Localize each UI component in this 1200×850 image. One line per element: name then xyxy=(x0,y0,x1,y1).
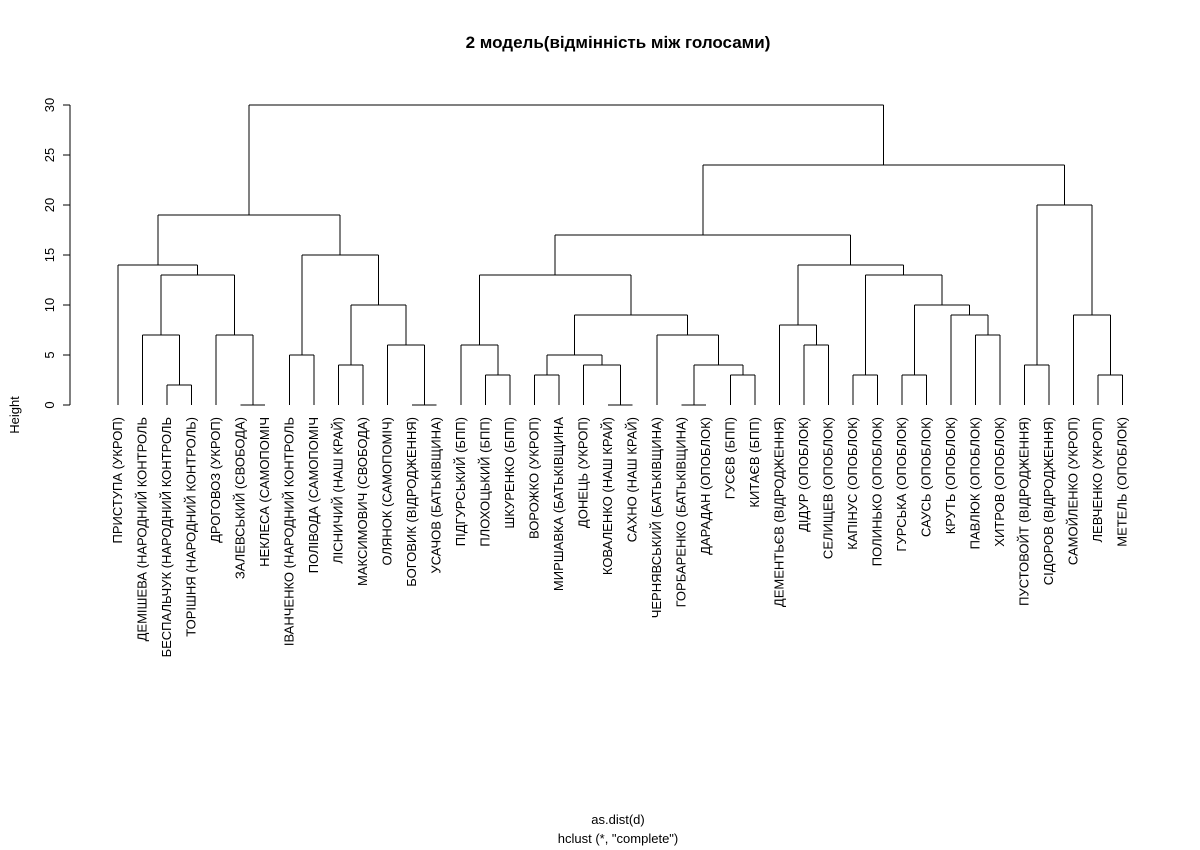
y-tick-label: 10 xyxy=(42,298,57,312)
leaf-label: ПРИСТУПА (УКРОП) xyxy=(110,417,125,543)
leaf-label: САУСЬ (ОПОБЛОК) xyxy=(919,417,934,537)
leaf-label: ПЛОХОЦЬКИЙ (БПП) xyxy=(478,417,493,547)
leaf-label: ДАРАДАН (ОПОБЛОК) xyxy=(698,417,713,555)
y-tick-label: 25 xyxy=(42,148,57,162)
x-axis-label: as.dist(d) xyxy=(591,812,644,827)
y-tick-label: 5 xyxy=(42,351,57,358)
method-subtitle: hclust (*, "complete") xyxy=(558,831,679,846)
leaf-label: КРУТЬ (ОПОБЛОК) xyxy=(943,417,958,534)
y-tick-label: 30 xyxy=(42,98,57,112)
leaf-label: САХНО (НАШ КРАЙ) xyxy=(625,417,640,542)
leaf-label: ГУСЄВ (БПП) xyxy=(723,417,738,499)
leaf-label: ХИТРОВ (ОПОБЛОК) xyxy=(992,417,1007,547)
leaf-label: ПАВЛЮК (ОПОБЛОК) xyxy=(968,417,983,549)
leaf-label: ПОЛИНЬКО (ОПОБЛОК) xyxy=(870,417,885,566)
leaf-label: ГУРСЬКА (ОПОБЛОК) xyxy=(894,417,909,552)
leaf-label: КАПІНУС (ОПОБЛОК) xyxy=(845,417,860,550)
leaf-label: БЕСПАЛЬЧУК (НАРОДНИЙ КОНТРОЛЬ xyxy=(159,417,174,657)
leaf-label: ДРОГОВОЗ (УКРОП) xyxy=(208,417,223,543)
leaf-label: ПУСТОВОЙТ (ВІДРОДЖЕННЯ) xyxy=(1017,417,1032,606)
dendrogram-tree xyxy=(117,104,1123,406)
leaf-label: КИТАЄВ (БПП) xyxy=(747,417,762,508)
leaf-label: ЧЕРНЯВСЬКИЙ (БАТЬКІВЩИНА) xyxy=(649,417,664,618)
leaf-label: ДЕМІШЕВА (НАРОДНИЙ КОНТРОЛЬ xyxy=(135,417,150,641)
leaf-label: ВОРОЖКО (УКРОП) xyxy=(527,417,542,539)
leaf-label: БОГОВИК (ВІДРОДЖЕННЯ) xyxy=(404,417,419,587)
leaf-label: УСАЧОВ (БАТЬКІВЩИНА) xyxy=(429,417,444,574)
y-axis-label: Height xyxy=(7,396,22,434)
y-tick-label: 15 xyxy=(42,248,57,262)
leaf-label: НЕКЛЕСА (САМОПОМІЧ xyxy=(257,417,272,567)
leaf-label: ДЕМЕНТЬЄВ (ВІДРОДЖЕННЯ) xyxy=(772,417,787,607)
leaf-label: ОЛЯНОК (САМОПОМІЧ) xyxy=(380,417,395,566)
leaf-label: САМОЙЛЕНКО (УКРОП) xyxy=(1066,417,1081,565)
leaf-label: МИРШАВКА (БАТЬКІВЩИНА xyxy=(551,417,566,591)
leaf-label: КОВАЛЕНКО (НАШ КРАЙ) xyxy=(600,417,615,575)
leaf-label: МАКСИМОВИЧ (СВОБОДА) xyxy=(355,417,370,586)
chart-title: 2 модель(відмінність між голосами) xyxy=(466,33,771,52)
leaf-label: ДІДУР (ОПОБЛОК) xyxy=(796,417,811,532)
y-axis: 0 5 10 15 20 25 30 xyxy=(42,98,71,409)
y-tick-label: 20 xyxy=(42,198,57,212)
leaf-label: ІВАНЧЕНКО (НАРОДНИЙ КОНТРОЛЬ xyxy=(282,417,297,646)
leaf-label: МЕТЕЛЬ (ОПОБЛОК) xyxy=(1115,417,1130,547)
leaf-label: СЕЛИЩЕВ (ОПОБЛОК) xyxy=(821,417,836,559)
leaf-label: ЛІСНИЧИЙ (НАШ КРАЙ) xyxy=(331,417,346,564)
leaf-label: ШКУРЕНКО (БПП) xyxy=(502,417,517,529)
leaf-label: ЛЕВЧЕНКО (УКРОП) xyxy=(1090,417,1105,543)
leaf-label: ЗАЛЕВСЬКИЙ (СВОБОДА) xyxy=(233,417,248,579)
leaf-label: ПІДГУРСЬКИЙ (БПП) xyxy=(453,417,468,546)
leaf-label: СІДОРОВ (ВІДРОДЖЕННЯ) xyxy=(1041,417,1056,585)
leaf-label: ТОРІШНЯ (НАРОДНИЙ КОНТРОЛЬ) xyxy=(184,417,199,637)
leaf-label: ДОНЕЦЬ (УКРОП) xyxy=(576,417,591,528)
y-tick-label: 0 xyxy=(42,401,57,408)
leaf-label: ГОРБАРЕНКО (БАТЬКІВЩИНА) xyxy=(674,417,689,607)
leaf-labels: ПРИСТУПА (УКРОП) ДЕМІШЕВА (НАРОДНИЙ КОНТР… xyxy=(110,417,1130,658)
leaf-label: ПОЛІВОДА (САМОПОМІЧ xyxy=(306,417,321,573)
